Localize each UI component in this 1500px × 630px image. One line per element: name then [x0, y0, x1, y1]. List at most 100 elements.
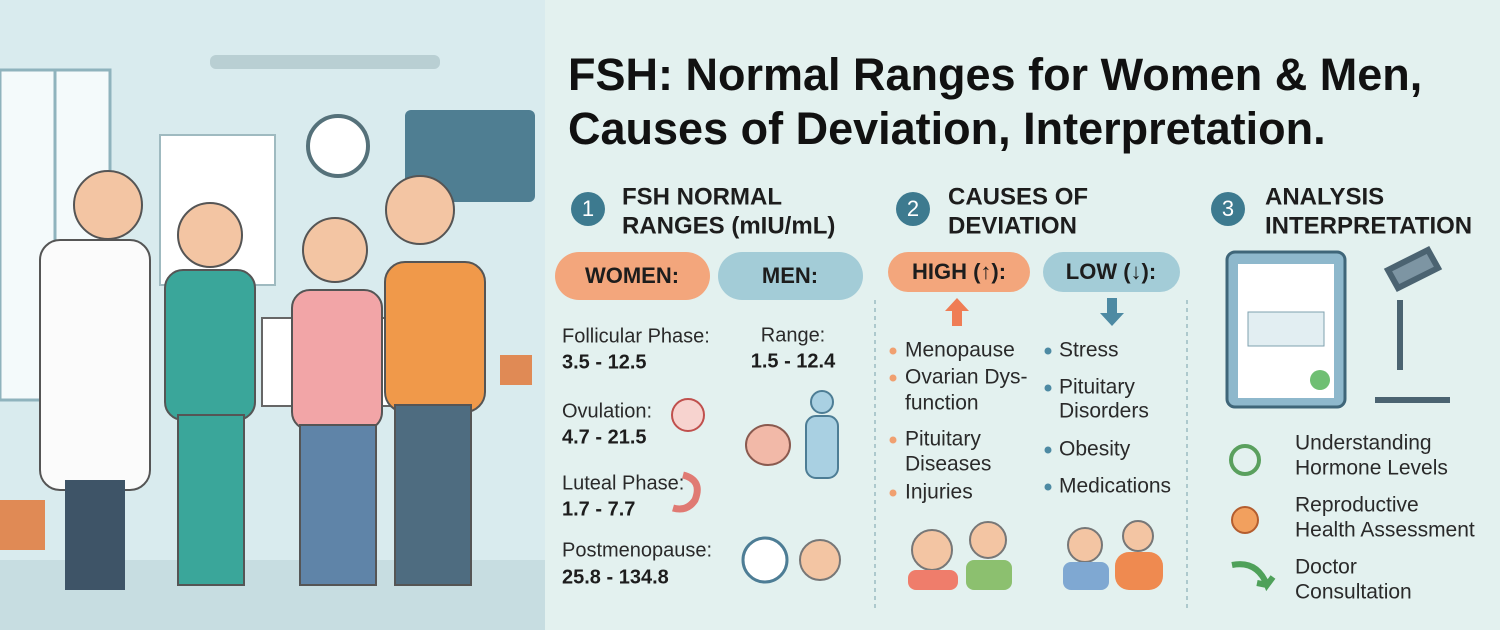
stressed-person-body — [1063, 562, 1109, 590]
obese-person-body — [1115, 552, 1163, 590]
head — [302, 217, 368, 283]
low-label: LOW (↓): — [1066, 259, 1156, 284]
nurse — [164, 202, 256, 586]
doctor — [39, 170, 151, 590]
interpretation-item: Hormone Levels — [1295, 457, 1448, 480]
section-heading: CAUSES OF — [948, 183, 1088, 210]
step-number: 2 — [907, 196, 919, 221]
molecule-icon — [1229, 444, 1261, 476]
high-label: HIGH (↑): — [912, 259, 1006, 284]
clipboard-table — [1247, 311, 1325, 347]
stressed-person-icon — [1067, 527, 1103, 563]
interpretation-item: Doctor — [1295, 556, 1357, 579]
low-bullets — [1044, 347, 1052, 491]
men-range: 1.5 - 12.4 — [751, 350, 836, 372]
step-badge — [896, 192, 930, 226]
section-heading: DEVIATION — [948, 212, 1077, 239]
section-heading: RANGES (mIU/mL) — [622, 212, 835, 239]
down-arrow — [1100, 298, 1124, 326]
bullet — [889, 347, 897, 355]
title: Causes of Deviation, Interpretation. — [568, 103, 1326, 154]
anatomy-icon — [745, 424, 791, 466]
bullet — [889, 374, 897, 382]
cause-low: Disorders — [1059, 400, 1149, 423]
arrow-icon — [1231, 561, 1276, 592]
up-arrow — [945, 298, 969, 326]
plant-pot — [500, 355, 532, 385]
top — [291, 289, 383, 431]
monitor — [405, 110, 535, 202]
interpretation-item: Health Assessment — [1295, 519, 1475, 542]
cause-low: Stress — [1059, 339, 1119, 362]
older-woman-icon — [911, 529, 953, 571]
sweater — [384, 261, 486, 413]
low-pill — [1043, 252, 1180, 292]
ceiling-lamp — [210, 55, 440, 69]
interpretation-item: Reproductive — [1295, 494, 1419, 517]
plant-pot — [0, 500, 45, 550]
high-bullets — [889, 347, 897, 497]
bullet — [1044, 384, 1052, 392]
phase-range: 4.7 - 21.5 — [562, 426, 647, 448]
patient-man — [384, 175, 486, 586]
clinic-illustration — [0, 55, 545, 630]
older-woman-icon — [799, 539, 841, 581]
microscope — [1375, 246, 1450, 403]
phase-range: 3.5 - 12.5 — [562, 351, 647, 373]
scrubs — [164, 269, 256, 421]
women-label: WOMEN: — [585, 263, 679, 288]
section-heading: INTERPRETATION — [1265, 212, 1472, 239]
man-body — [966, 560, 1012, 590]
phase-label: Follicular Phase: — [562, 325, 710, 347]
bullet — [1044, 483, 1052, 491]
obese-person-icon — [1122, 520, 1154, 552]
cause-high: function — [905, 392, 979, 415]
cause-high: Menopause — [905, 339, 1015, 362]
step-badge — [571, 192, 605, 226]
hormone-icon — [1231, 506, 1259, 534]
jeans — [299, 424, 377, 586]
uterus-icon — [672, 471, 701, 513]
older-woman-body — [908, 570, 958, 590]
step-number: 1 — [582, 196, 594, 221]
timer-icon — [741, 536, 789, 584]
bullet — [889, 436, 897, 444]
bullet — [889, 489, 897, 497]
section-heading: ANALYSIS — [1265, 183, 1384, 210]
ovum-icon — [671, 398, 705, 432]
bullet — [1044, 446, 1052, 454]
phase-label: Ovulation: — [562, 400, 652, 422]
men-range-label: Range: — [761, 324, 826, 346]
men-pill — [718, 252, 863, 300]
phase-label: Luteal Phase: — [562, 472, 684, 494]
cause-high: Injuries — [905, 481, 973, 504]
scrub-pants — [177, 414, 245, 586]
step-badge — [1211, 192, 1245, 226]
step-number: 3 — [1222, 196, 1234, 221]
cause-low: Obesity — [1059, 438, 1131, 461]
cause-low: Medications — [1059, 475, 1171, 498]
clock — [306, 114, 370, 178]
man-icon — [969, 521, 1007, 559]
head — [177, 202, 243, 268]
phase-range: 1.7 - 7.7 — [562, 498, 635, 520]
high-pill — [888, 252, 1030, 292]
jeans — [394, 404, 472, 586]
section-heading: FSH NORMAL — [622, 183, 782, 210]
patient-woman — [291, 217, 383, 586]
cause-high: Diseases — [905, 453, 991, 476]
cause-low: Pituitary — [1059, 376, 1135, 399]
interpretation-item: Consultation — [1295, 581, 1412, 604]
phase-label: Postmenopause: — [562, 539, 712, 561]
men-label: MEN: — [762, 263, 818, 288]
phase-range: 25.8 - 134.8 — [562, 566, 669, 588]
head — [73, 170, 143, 240]
man-icon-head — [810, 390, 834, 414]
man-icon-body — [805, 415, 839, 479]
cause-high: Pituitary — [905, 428, 981, 451]
cause-high: Ovarian Dys- — [905, 366, 1028, 389]
title: FSH: Normal Ranges for Women & Men, — [568, 49, 1422, 100]
women-pill — [555, 252, 710, 300]
head — [385, 175, 455, 245]
